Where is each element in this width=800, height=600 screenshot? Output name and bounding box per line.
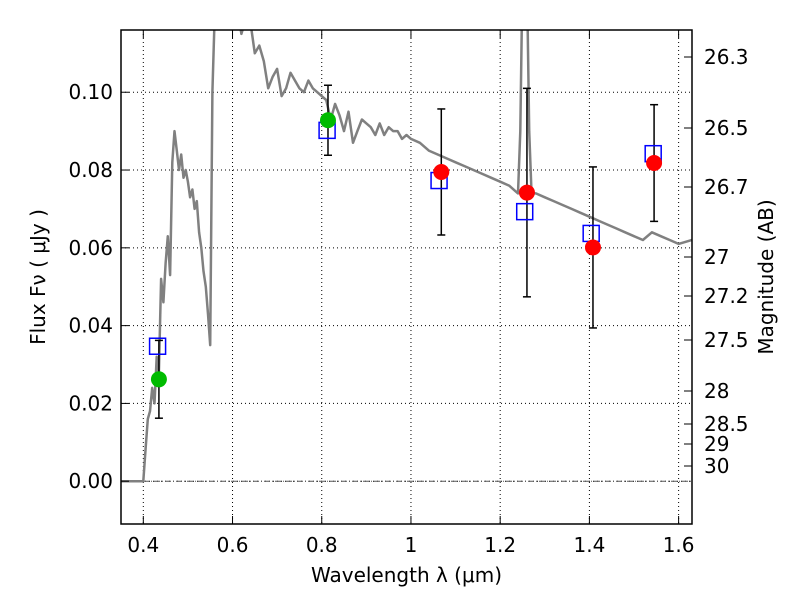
- magnitude-tick-label: 26.3: [704, 45, 749, 69]
- magnitude-tick-label: 26.5: [704, 116, 749, 140]
- x-tick-label: 1.6: [663, 533, 695, 557]
- magnitude-tick-label: 30: [704, 454, 729, 478]
- x-tick-label: 0.6: [217, 533, 249, 557]
- magnitude-tick-label: 28: [704, 379, 729, 403]
- y-axis-label: Flux Fν ( μJy ): [26, 209, 50, 345]
- y-tick-label: 0.08: [68, 158, 113, 182]
- magnitude-tick-label: 27.5: [704, 328, 749, 352]
- x-tick-label: 1: [405, 533, 418, 557]
- model-photometry-square: [515, 202, 534, 221]
- y-tick-label: 0.00: [68, 469, 113, 493]
- y-tick-label: 0.10: [68, 80, 113, 104]
- y-tick-label: 0.04: [68, 314, 113, 338]
- x-tick-label: 0.4: [127, 533, 159, 557]
- plot-area: [121, 30, 692, 483]
- observed-flux-point: [518, 184, 535, 201]
- magnitude-tick-label: 26.7: [704, 175, 749, 199]
- magnitude-tick-label: 29: [704, 432, 729, 456]
- y-tick-label: 0.02: [68, 391, 113, 415]
- observed-flux-point: [319, 112, 336, 129]
- model-photometry-square: [148, 337, 167, 355]
- x-tick-label: 0.8: [306, 533, 338, 557]
- x-axis-label: Wavelength λ (μm): [311, 563, 502, 587]
- magnitude-axis-label: Magnitude (AB): [754, 199, 778, 354]
- x-tick-label: 1.4: [573, 533, 605, 557]
- magnitude-tick-label: 27.2: [704, 284, 749, 308]
- plot-frame: [120, 29, 693, 525]
- magnitude-tick-label: 27: [704, 245, 729, 269]
- y-tick-label: 0.06: [68, 236, 113, 260]
- observed-flux-point: [646, 155, 663, 172]
- observed-flux-point: [150, 371, 167, 388]
- observed-flux-point: [584, 239, 601, 256]
- x-tick-label: 1.2: [484, 533, 516, 557]
- x-axis: 0.4 0.6 0.8 1 1.2 1.4 1.6: [127, 30, 695, 557]
- observed-flux-point: [433, 163, 450, 180]
- sed-model-line: [121, 30, 692, 483]
- model-photometry-square: [582, 224, 600, 243]
- grid: [121, 30, 692, 524]
- magnitude-tick-label: 28.5: [704, 412, 749, 436]
- y-axis: 0.00 0.02 0.04 0.06 0.08 0.10: [68, 80, 129, 493]
